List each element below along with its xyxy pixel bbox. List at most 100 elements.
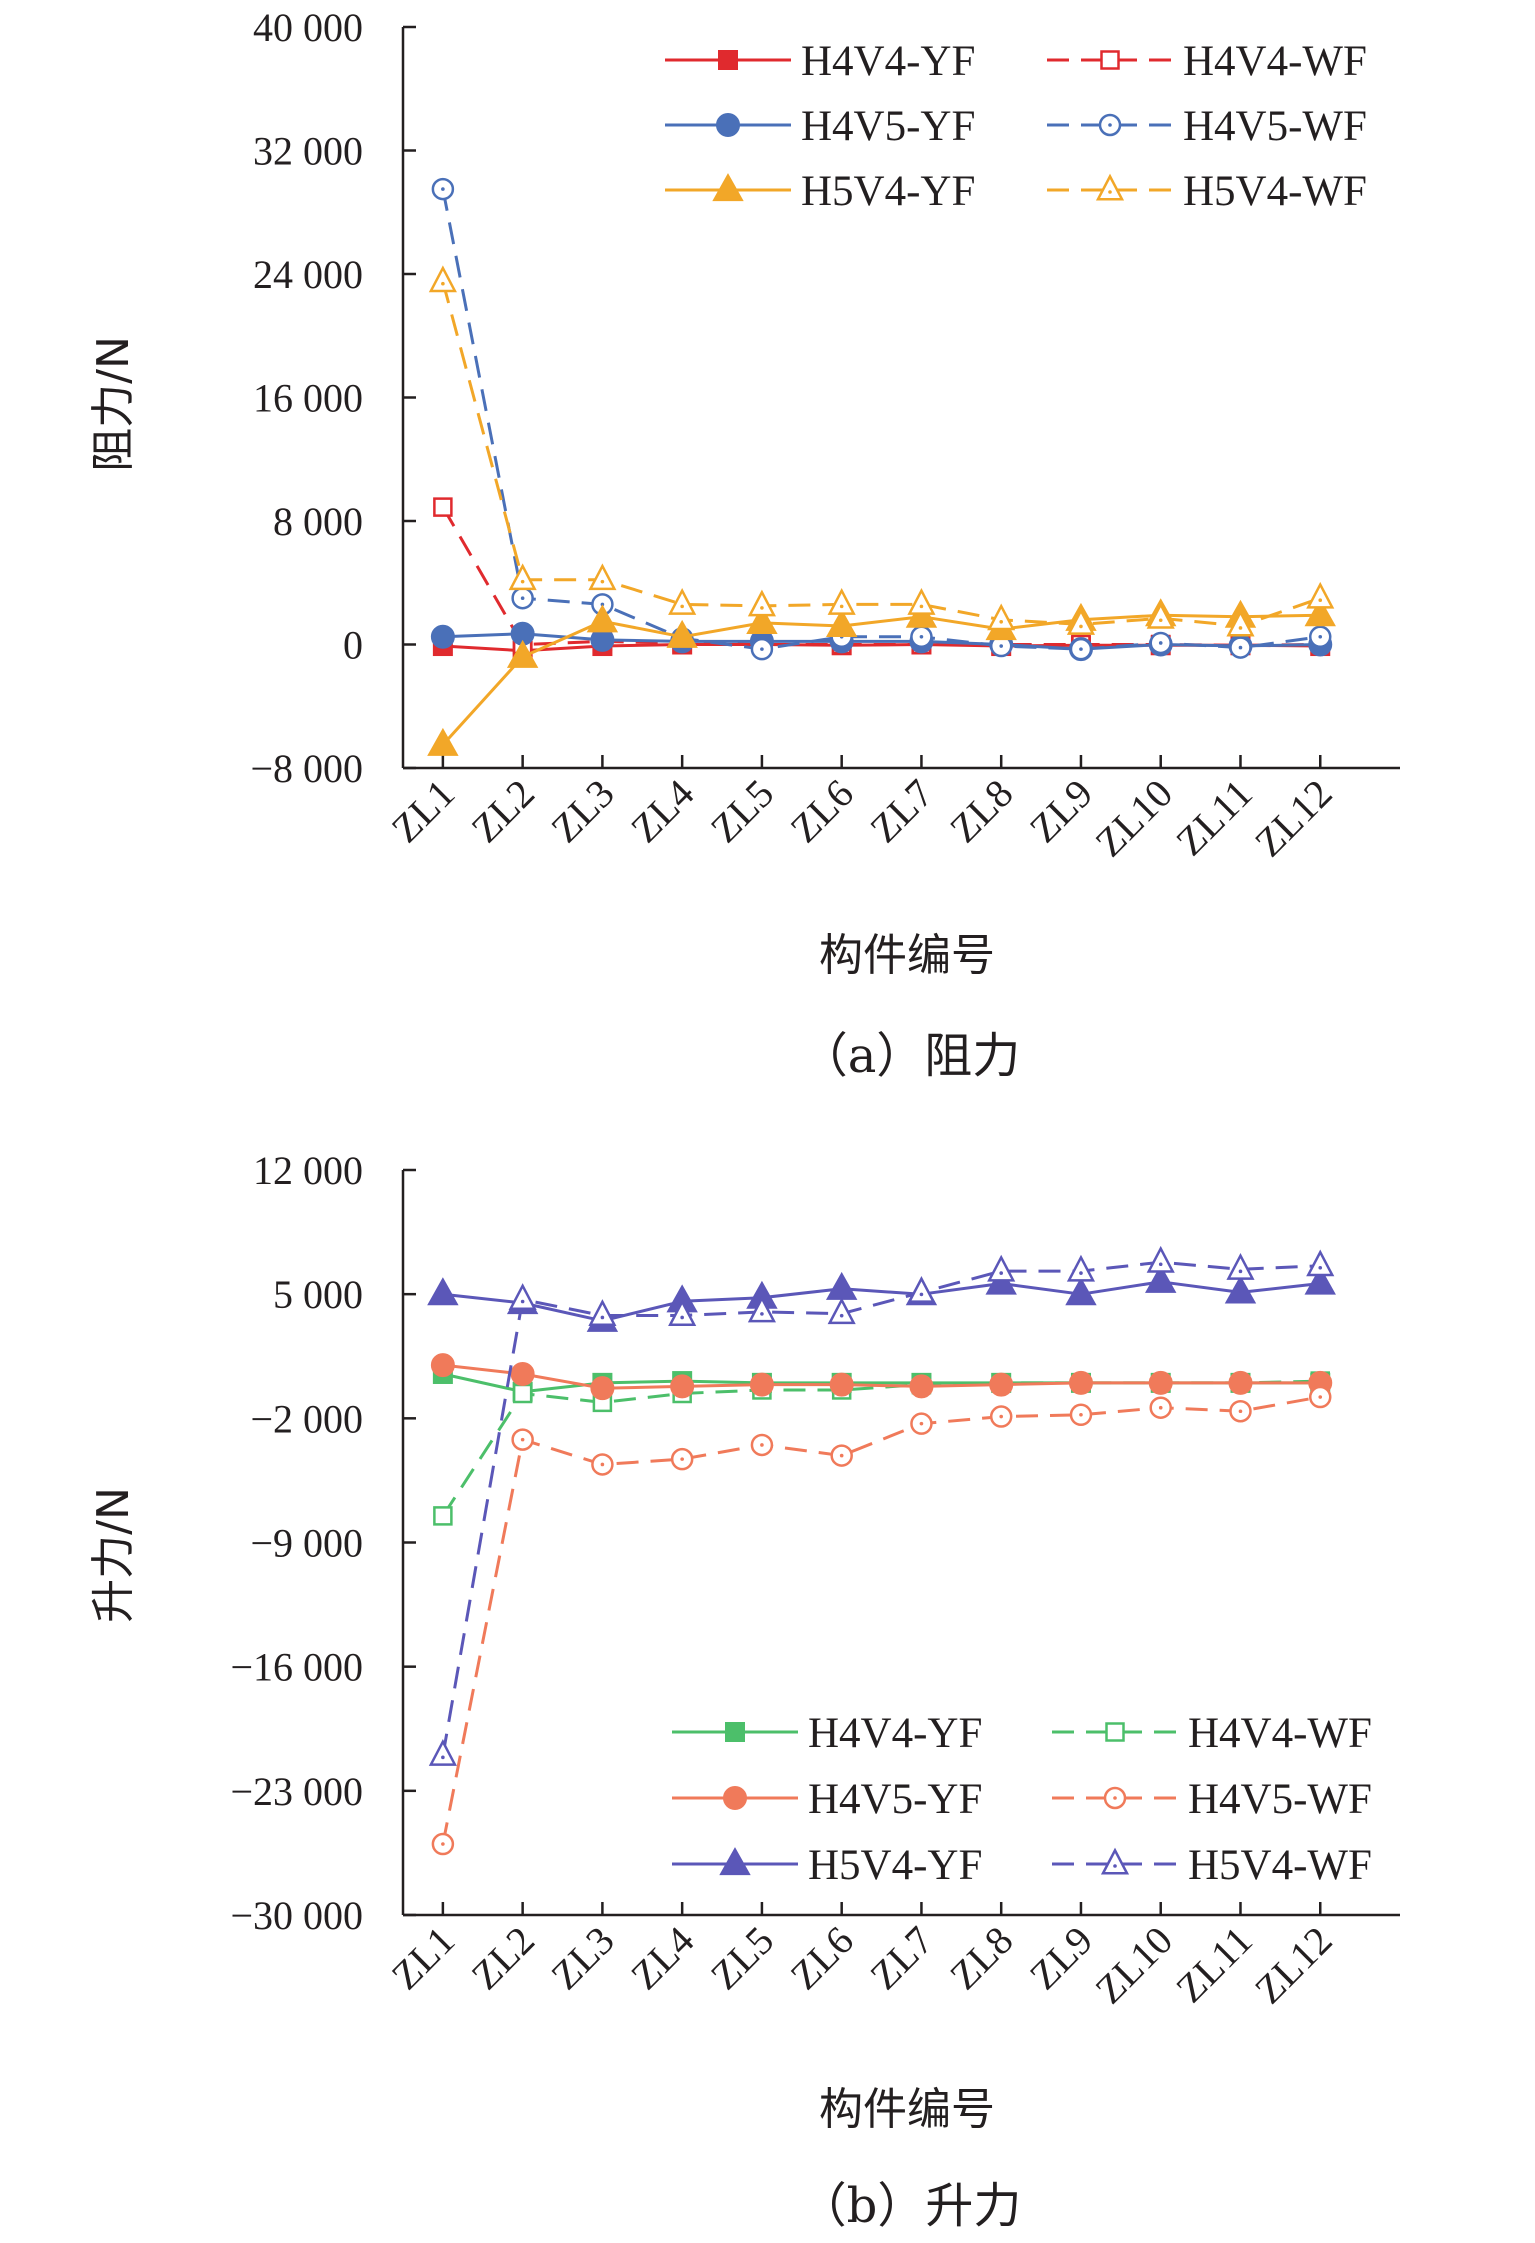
lift-legend-marker <box>1100 1847 1130 1875</box>
drag-legend-item: H4V5-YF <box>665 103 975 150</box>
lift-legend-item: H4V4-WF <box>1052 1710 1372 1757</box>
drag-series-h5v4-yf <box>427 598 1336 756</box>
lift-series-line <box>441 1379 1321 1517</box>
lift-series-marker <box>433 1506 453 1526</box>
lift-x-tick-label: ZL6 <box>782 1918 863 1999</box>
drag-series-marker-dot <box>441 187 445 191</box>
drag-legend-marker <box>1095 173 1125 201</box>
lift-legend-marker <box>1105 1722 1125 1742</box>
drag-series-marker-dot <box>760 606 764 610</box>
drag-legend-label: H5V4-YF <box>801 168 975 215</box>
lift-legend-label: H5V4-WF <box>1188 1842 1372 1889</box>
drag-series-marker <box>588 563 617 591</box>
drag-series-marker-dot <box>839 604 844 609</box>
lift-x-tick-label: ZL5 <box>702 1918 783 1999</box>
drag-series-h5v4-wf <box>428 265 1335 637</box>
drag-x-tick-label: ZL11 <box>1167 771 1261 865</box>
drag-x-tick-label: ZL10 <box>1086 771 1181 866</box>
drag-y-tick-label: 16 000 <box>253 376 363 421</box>
lift-legend: H4V4-YF H4V5-YF H5V4-YF H4V4-WF H4V5-WF H5V4-… <box>672 1710 1372 1889</box>
drag-series-marker <box>747 589 776 617</box>
lift-series-marker <box>907 1276 936 1303</box>
lift-series-marker <box>1065 1277 1097 1306</box>
lift-series-marker <box>670 1374 695 1399</box>
lift-series-marker <box>989 1372 1014 1397</box>
drag-series-marker <box>1304 598 1336 627</box>
drag-legend-item: H4V4-WF <box>1047 38 1367 85</box>
drag-x-axis-label: 构件编号 <box>819 930 995 981</box>
lift-legend-marker-dot <box>1113 1796 1117 1800</box>
lift-series-marker <box>1224 1275 1257 1304</box>
drag-series-marker-dot <box>999 644 1003 648</box>
drag-series-marker <box>508 563 537 591</box>
drag-series-marker <box>1306 581 1335 609</box>
lift-series-marker <box>1304 1266 1336 1295</box>
drag-series-marker-dot <box>680 604 684 609</box>
lift-legend-marker-dot <box>1113 1864 1117 1868</box>
drag-x-tick-label: ZL3 <box>542 771 623 852</box>
drag-y-tick-label: 32 000 <box>253 129 363 174</box>
lift-legend-item: H4V5-YF <box>672 1776 982 1823</box>
lift-x-axis-label: 构件编号 <box>819 2084 995 2135</box>
drag-series-h4v5-wf <box>431 177 1332 661</box>
lift-series-marker <box>508 1283 537 1310</box>
lift-series-marker <box>1306 1249 1335 1277</box>
lift-series-marker-dot <box>760 1443 764 1447</box>
lift-chart-panel: −30 000 −23 000 −16 000 −9 000 −2 000 5 000 12… <box>88 1148 1400 2234</box>
lift-series-marker-dot <box>1238 1409 1243 1414</box>
drag-series-marker-dot <box>1318 634 1323 639</box>
drag-series-marker-dot <box>1158 618 1163 623</box>
drag-legend-label: H4V5-YF <box>801 103 975 150</box>
lift-series-marker-dot <box>520 1437 525 1442</box>
lift-y-tick-label: −23 000 <box>230 1769 363 1814</box>
lift-legend-label: H4V5-YF <box>808 1776 982 1823</box>
drag-legend-marker <box>716 113 740 137</box>
lift-x-tick-label: ZL1 <box>383 1918 464 1999</box>
drag-series-h4v4-yf <box>432 634 1331 661</box>
lift-legend-item: H4V4-YF <box>672 1710 982 1757</box>
lift-series-marker-dot <box>839 1313 844 1318</box>
lift-series-marker-dot <box>760 1312 764 1316</box>
lift-series-marker <box>590 1376 615 1401</box>
lift-series-marker-dot <box>1158 1405 1163 1410</box>
drag-legend-marker-dot <box>1108 123 1112 127</box>
drag-legend-label: H4V4-YF <box>801 38 975 85</box>
lift-series-marker-dot <box>441 1755 445 1760</box>
drag-legend-marker <box>1100 50 1120 70</box>
lift-series-marker-dot <box>1318 1395 1323 1399</box>
lift-y-tick-label: 12 000 <box>253 1148 363 1193</box>
drag-y-tick-label: 0 <box>343 623 363 668</box>
lift-series-marker <box>510 1361 535 1386</box>
drag-legend-label: H5V4-WF <box>1183 168 1367 215</box>
lift-legend-label: H4V5-WF <box>1188 1776 1372 1823</box>
lift-legend-item: H5V4-YF <box>672 1842 982 1889</box>
lift-series-marker-dot <box>680 1457 684 1461</box>
lift-x-tick-label: ZL3 <box>542 1918 623 1999</box>
lift-x-tick-label: ZL2 <box>462 1918 543 1999</box>
lift-legend-item: H5V4-WF <box>1052 1842 1372 1889</box>
lift-series-marker-dot <box>999 1414 1003 1419</box>
drag-x-tick-label: ZL8 <box>941 771 1022 852</box>
drag-caption: （a）阻力 <box>800 1028 1021 1084</box>
drag-series-line <box>441 281 1321 628</box>
lift-legend-label: H4V4-YF <box>808 1710 982 1757</box>
lift-x-tick-label: ZL8 <box>941 1918 1022 1999</box>
drag-series-marker-dot <box>600 602 605 607</box>
lift-series-marker-dot <box>680 1315 684 1320</box>
lift-series-marker-dot <box>441 1842 445 1846</box>
drag-series-marker <box>987 603 1016 631</box>
drag-y-tick-label: 8 000 <box>273 499 363 544</box>
drag-series-marker-dot <box>1079 624 1083 629</box>
lift-series-marker <box>1148 1370 1173 1395</box>
drag-x-tick-label: ZL12 <box>1246 771 1341 866</box>
lift-series-marker <box>1146 1245 1175 1273</box>
lift-series-line <box>441 1260 1321 1756</box>
lift-plot-area: −30 000 −23 000 −16 000 −9 000 −2 000 5 000 12… <box>230 1148 1400 2012</box>
lift-x-tick-label: ZL7 <box>861 1918 942 1999</box>
drag-series-marker-dot <box>760 647 764 651</box>
lift-series-marker <box>747 1295 776 1323</box>
drag-series-marker <box>1066 608 1096 635</box>
drag-series-marker-dot <box>1079 647 1083 651</box>
lift-series-h4v4-wf <box>433 1371 1330 1526</box>
